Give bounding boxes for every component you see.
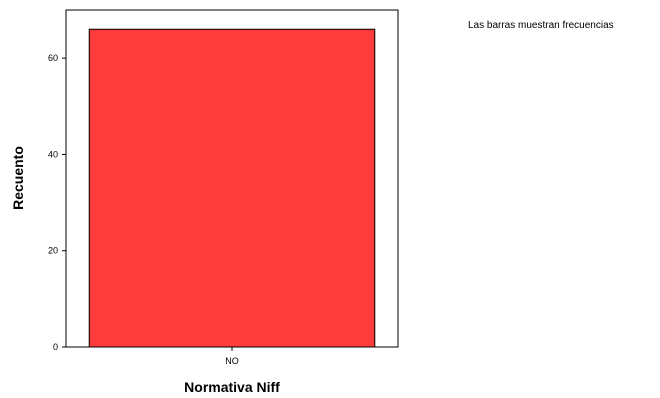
chart-note: Las barras muestran frecuencias — [468, 20, 614, 31]
x-axis: NO — [225, 347, 239, 366]
x-tick-label-no: NO — [225, 356, 239, 366]
bars-layer — [88, 28, 376, 348]
y-axis: 0 20 40 60 — [48, 53, 66, 352]
y-tick-label-60: 60 — [48, 53, 58, 63]
y-tick-label-20: 20 — [48, 246, 58, 256]
x-axis-title: Normativa Niff — [184, 379, 280, 395]
y-axis-title: Recuento — [10, 146, 26, 210]
y-tick-label-40: 40 — [48, 149, 58, 159]
y-tick-label-0: 0 — [53, 342, 58, 352]
bar-no — [88, 28, 376, 348]
